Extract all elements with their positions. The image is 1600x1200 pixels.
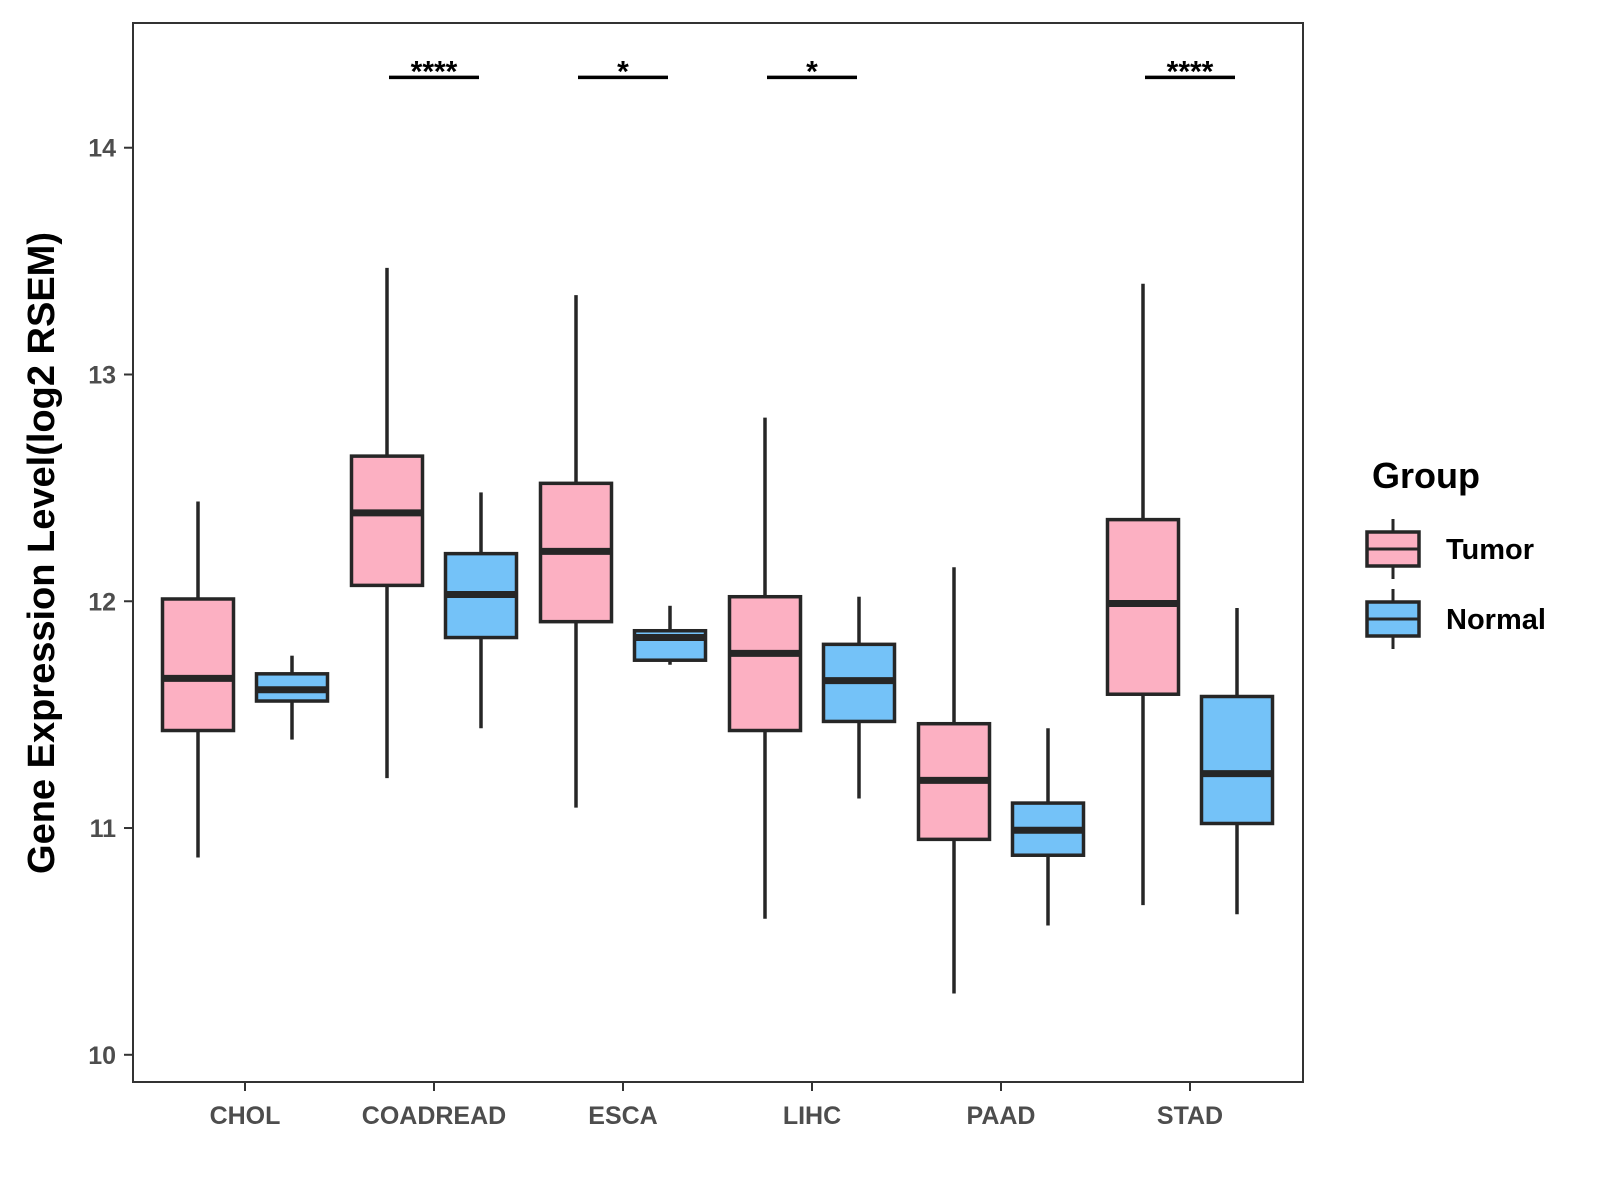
box-tumor-lihc (727, 417, 803, 919)
box-body (160, 597, 236, 733)
x-tick-label-esca: ESCA (588, 1102, 657, 1130)
significance-coadread: **** (389, 55, 479, 88)
box-normal-coadread (443, 492, 519, 729)
y-axis-title: Gene Expression Level(log2 RSEM) (21, 232, 63, 874)
significance-esca: * (578, 55, 668, 88)
legend-label-normal: Normal (1446, 604, 1546, 636)
box-tumor-coadread (349, 267, 425, 779)
box-body (1199, 694, 1275, 826)
x-tick-label-paad: PAAD (967, 1102, 1036, 1130)
box-tumor-paad (916, 567, 992, 994)
legend-item-tumor: Tumor (1365, 519, 1534, 579)
box-tumor-esca (538, 295, 614, 808)
box-body (349, 454, 425, 588)
box-normal-paad (1010, 728, 1086, 926)
legend-label-tumor: Tumor (1446, 534, 1534, 566)
legend-title: Group (1372, 455, 1480, 496)
x-axis: CHOL COADREAD ESCA LIHC PAAD STAD (210, 1082, 1223, 1130)
y-tick-label: 10 (88, 1042, 116, 1070)
legend-item-normal: Normal (1365, 589, 1546, 649)
significance-layer: **** * * **** (389, 55, 1235, 88)
significance-label: * (806, 55, 818, 88)
significance-label: * (617, 55, 629, 88)
significance-stad: **** (1145, 55, 1235, 88)
y-tick-label: 14 (88, 135, 116, 163)
y-tick-label: 11 (90, 815, 117, 843)
y-axis: 10 11 12 13 14 (88, 135, 133, 1070)
x-tick-label-stad: STAD (1157, 1102, 1223, 1130)
box-tumor-stad (1105, 283, 1181, 906)
plot-panel-border (132, 22, 1304, 1083)
boxes-layer (160, 267, 1275, 994)
significance-lihc: * (767, 55, 857, 88)
significance-label: **** (1167, 55, 1214, 88)
x-tick-label-lihc: LIHC (783, 1102, 841, 1130)
x-tick-label-coadread: COADREAD (362, 1102, 506, 1130)
box-normal-stad (1199, 608, 1275, 915)
box-normal-lihc (821, 596, 897, 799)
box-normal-chol (254, 655, 330, 740)
x-tick-label-chol: CHOL (210, 1102, 281, 1130)
significance-label: **** (411, 55, 458, 88)
box-tumor-chol (160, 501, 236, 858)
box-body (727, 594, 803, 733)
y-tick-label: 12 (88, 588, 116, 616)
y-tick-label: 13 (88, 361, 116, 389)
legend: Group Tumor Normal (1365, 455, 1546, 649)
box-normal-esca (632, 605, 708, 665)
